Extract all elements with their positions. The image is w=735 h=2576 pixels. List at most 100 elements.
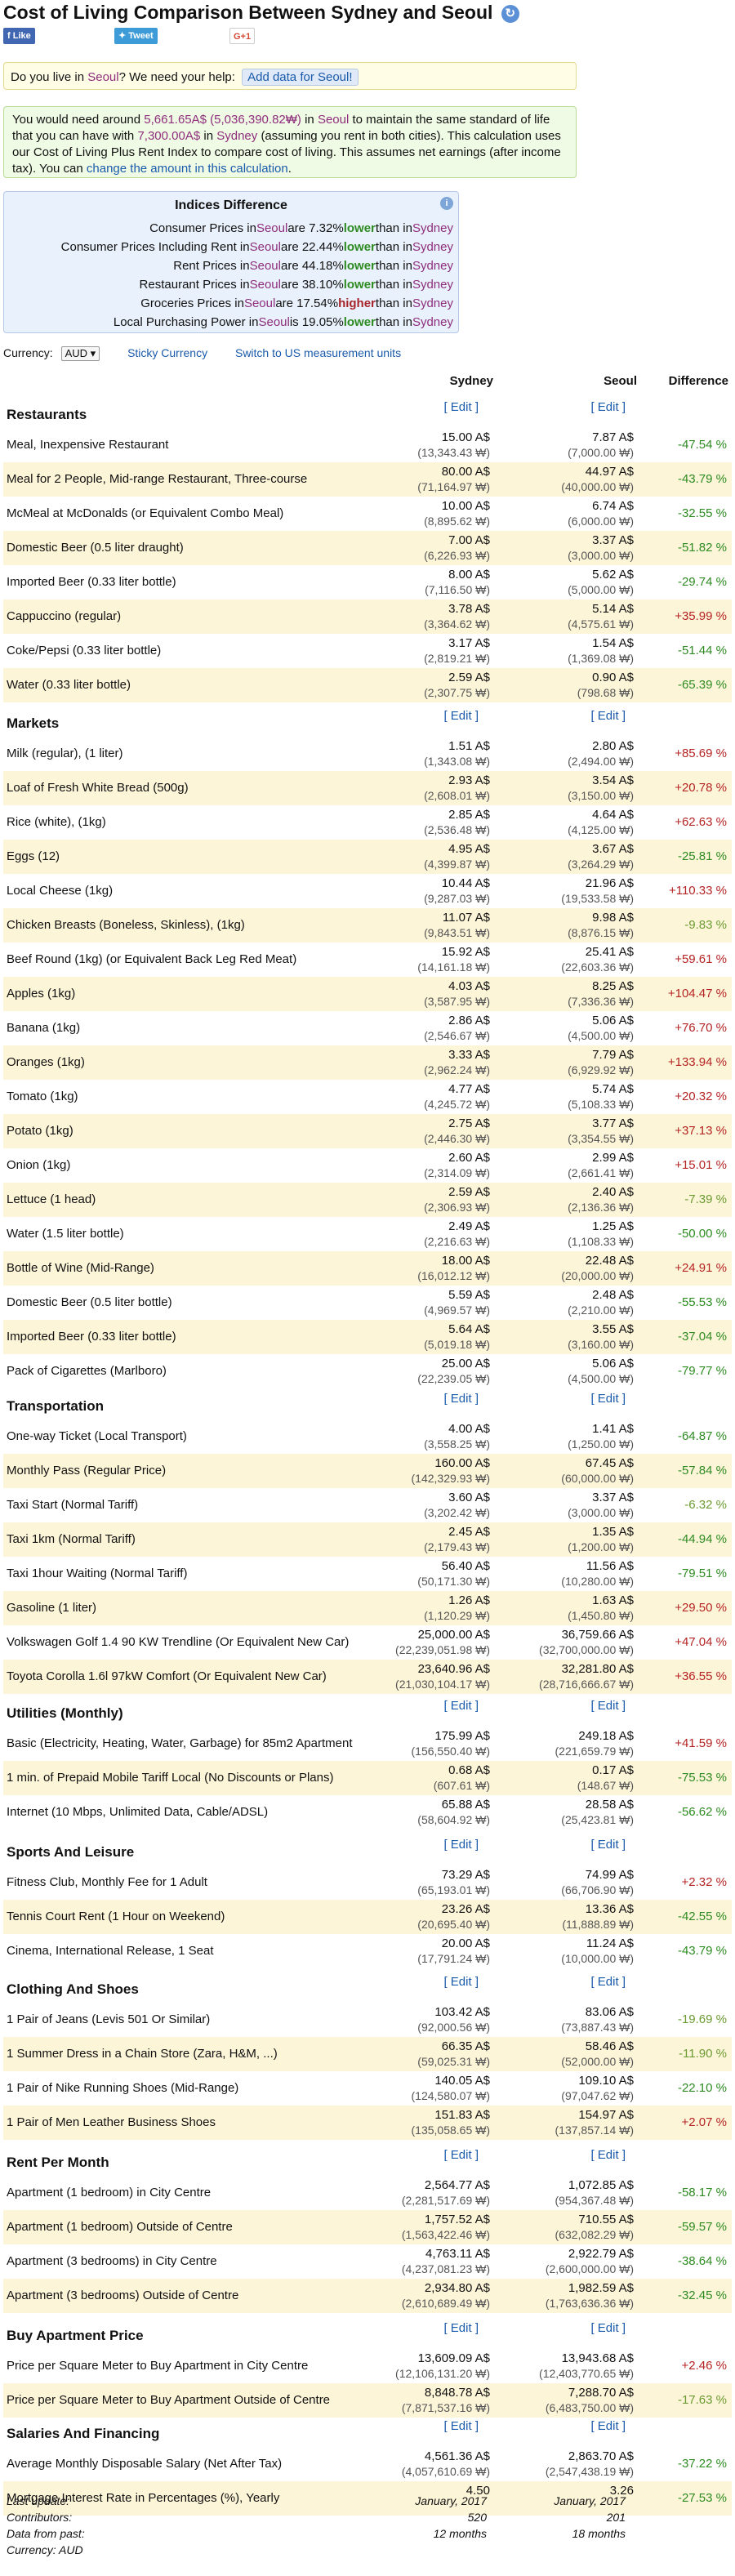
city1-price: 8.00 A$ (7,116.50 ₩) (425, 568, 490, 597)
difference-value: -65.39 % (677, 678, 727, 692)
edit-link-city2[interactable]: [ Edit ] (590, 1392, 626, 1406)
difference-value: -42.55 % (677, 1910, 727, 1923)
city2-price: 7.79 A$ (6,929.92 ₩) (568, 1048, 634, 1077)
difference-value: +2.07 % (681, 2115, 727, 2129)
summary-text: in (305, 113, 314, 127)
city1-price: 4.03 A$ (3,587.95 ₩) (424, 979, 490, 1009)
table-row: Cappuccino (regular) 3.78 A$ (3,364.62 ₩) 5… (3, 599, 732, 634)
table-row: Milk (regular), (1 liter) 1.51 A$ (1,343.0… (3, 737, 732, 771)
price-local: (2,608.01 ₩) (424, 789, 490, 802)
difference-value: -29.74 % (677, 575, 727, 589)
price-value: 2.60 A$ (448, 1151, 490, 1165)
price-local: (798.68 ₩) (577, 686, 634, 699)
price-value: 13,609.09 A$ (417, 2351, 490, 2365)
price-value: 22.48 A$ (585, 1254, 634, 1268)
edit-link-city2[interactable]: [ Edit ] (590, 709, 626, 723)
price-local: (12,106,131.20 ₩) (395, 2367, 490, 2380)
edit-link-city1[interactable]: [ Edit ] (443, 709, 479, 723)
city1-price: 0.68 A$ (607.61 ₩) (434, 1763, 490, 1793)
city1-price: 25.00 A$ (22,239.05 ₩) (417, 1357, 490, 1386)
city2-price: 109.10 A$ (97,047.62 ₩) (561, 2074, 634, 2103)
edit-link-city1[interactable]: [ Edit ] (443, 1838, 479, 1852)
facebook-like-button[interactable]: f Like (3, 28, 35, 44)
price-value: 67.45 A$ (585, 1456, 634, 1470)
row-label: 1 Pair of Men Leather Business Shoes (7, 2115, 216, 2129)
price-value: 4.77 A$ (448, 1082, 490, 1096)
price-value: 10.44 A$ (441, 876, 490, 890)
index-text: Consumer Prices in (149, 221, 256, 235)
sticky-currency-link[interactable]: Sticky Currency (127, 346, 208, 359)
price-local: (2,600,000.00 ₩) (545, 2262, 634, 2275)
price-value: 175.99 A$ (434, 1729, 490, 1743)
help-text-2: ? We need your help: (118, 70, 235, 84)
price-value: 5.74 A$ (592, 1082, 634, 1096)
price-local: (73,887.43 ₩) (561, 2021, 634, 2034)
index-direction: lower (343, 240, 376, 254)
summary-text: You would need around (12, 113, 141, 127)
title-and: and (403, 2, 437, 23)
table-row: Tennis Court Rent (1 Hour on Weekend) 23.… (3, 1900, 732, 1934)
city1-price: 15.92 A$ (14,161.18 ₩) (417, 945, 490, 974)
currency-select[interactable]: AUD ▾ (60, 346, 100, 361)
row-label: Meal, Inexpensive Restaurant (7, 438, 169, 452)
city1-price: 7.00 A$ (6,226.93 ₩) (424, 533, 490, 563)
index-city: Sydney (412, 315, 453, 329)
edit-link-city2[interactable]: [ Edit ] (590, 1975, 626, 1989)
difference-value: -56.62 % (677, 1805, 727, 1819)
row-label: Lettuce (1 head) (7, 1192, 96, 1206)
city1-link[interactable]: Sydney (331, 2, 399, 23)
facebook-icon: f (7, 31, 13, 41)
row-label: Milk (regular), (1 liter) (7, 747, 123, 760)
index-city: Seoul (249, 278, 281, 292)
price-local: (1,250.00 ₩) (568, 1437, 634, 1451)
change-amount-link[interactable]: change the amount in this calculation (86, 162, 288, 176)
city2-price: 74.99 A$ (66,706.90 ₩) (561, 1868, 634, 1897)
price-value: 44.97 A$ (585, 465, 634, 479)
edit-link-city1[interactable]: [ Edit ] (443, 2419, 479, 2433)
section-title: Restaurants (7, 407, 87, 422)
section-sports-and-leisure: Sports And Leisure [ Edit ] [ Edit ] (3, 1833, 732, 1865)
price-value: 2,922.79 A$ (568, 2247, 634, 2261)
edit-link-city1[interactable]: [ Edit ] (443, 1392, 479, 1406)
edit-link-city2[interactable]: [ Edit ] (590, 2321, 626, 2335)
edit-link-city1[interactable]: [ Edit ] (443, 400, 479, 414)
row-label: Pack of Cigarettes (Marlboro) (7, 1364, 167, 1378)
price-local: (6,929.92 ₩) (568, 1063, 634, 1076)
price-local: (4,125.00 ₩) (568, 823, 634, 836)
add-data-button[interactable]: Add data for Seoul! (242, 69, 359, 86)
price-local: (7,000.00 ₩) (568, 446, 634, 459)
google-plus-button[interactable]: G+1 (229, 28, 256, 44)
edit-link-city1[interactable]: [ Edit ] (443, 1975, 479, 1989)
city2-link[interactable]: Seoul (441, 2, 493, 23)
edit-link-city1[interactable]: [ Edit ] (443, 1699, 479, 1713)
index-city: Seoul (249, 259, 281, 273)
difference-value: -51.82 % (677, 541, 727, 555)
section-salaries-and-financing: Salaries And Financing [ Edit ] [ Edit ] (3, 2414, 732, 2447)
edit-link-city1[interactable]: [ Edit ] (443, 2321, 479, 2335)
table-row: Meal, Inexpensive Restaurant 15.00 A$ (13,… (3, 428, 732, 462)
edit-link-city2[interactable]: [ Edit ] (590, 2419, 626, 2433)
swap-cities-icon[interactable]: ↻ (501, 5, 519, 23)
edit-link-city2[interactable]: [ Edit ] (590, 1699, 626, 1713)
tweet-button[interactable]: ✦ Tweet (114, 28, 158, 44)
price-local: (954,367.48 ₩) (555, 2194, 635, 2207)
footer-label: Last update: (7, 2494, 70, 2507)
city2-price: 32,281.80 A$ (28,716,666.67 ₩) (539, 1662, 634, 1691)
table-row: Mortgage Interest Rate in Percentages (%… (3, 2481, 732, 2516)
price-local: (135,058.65 ₩) (411, 2124, 491, 2137)
index-direction: lower (343, 315, 376, 329)
switch-units-link[interactable]: Switch to US measurement units (234, 346, 402, 359)
edit-link-city2[interactable]: [ Edit ] (590, 2148, 626, 2162)
table-row: Imported Beer (0.33 liter bottle) 8.00 A$… (3, 565, 732, 599)
price-local: (5,108.33 ₩) (568, 1098, 634, 1111)
index-city: Seoul (249, 240, 281, 254)
edit-link-city2[interactable]: [ Edit ] (590, 1838, 626, 1852)
price-value: 5.59 A$ (448, 1288, 490, 1302)
price-local: (7,336.36 ₩) (568, 995, 634, 1008)
info-icon[interactable]: i (440, 197, 453, 210)
edit-link-city2[interactable]: [ Edit ] (590, 400, 626, 414)
price-local: (28,716,666.67 ₩) (539, 1678, 634, 1691)
edit-link-city1[interactable]: [ Edit ] (443, 2148, 479, 2162)
price-local: (2,306.93 ₩) (424, 1201, 490, 1214)
row-label: Toyota Corolla 1.6l 97kW Comfort (Or Equ… (7, 1669, 327, 1683)
